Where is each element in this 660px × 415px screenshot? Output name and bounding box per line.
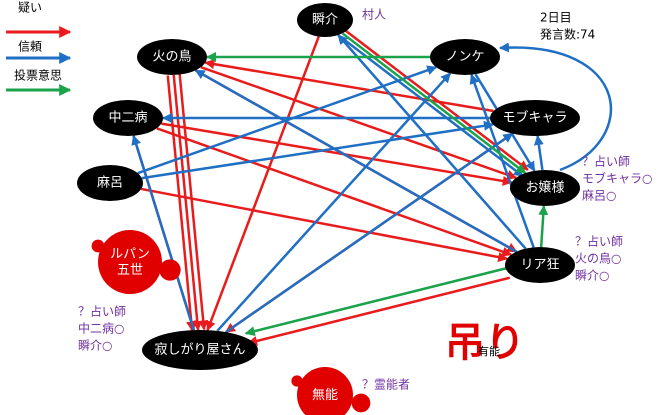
blood [98,230,162,294]
node [142,330,258,370]
node-label: 火の鳥 [152,50,191,65]
arrow [499,42,612,172]
note: ？占い師 [582,154,630,169]
node [93,100,163,136]
node [137,39,207,75]
arrow [131,134,196,331]
dead-label: 無能 [312,388,338,403]
arrow [137,65,438,175]
note: 火の鳥○ [575,251,621,266]
note: ？霊能者 [362,378,410,392]
legend-label: 疑い [18,0,42,15]
node-label: ノンケ [445,50,484,65]
arrow [166,75,197,332]
note: 瞬介○ [78,339,112,353]
hanged: 吊り [445,320,525,366]
blood [91,239,105,253]
note: 麻呂○ [582,188,616,203]
node-label: 瞬介 [312,13,338,28]
blood [351,393,371,413]
arrow [216,72,452,332]
note: ？占い師 [78,304,126,319]
arrow [469,73,535,248]
node [297,3,353,37]
node [77,165,143,201]
arrow [225,132,514,334]
node-label: リア狂 [520,258,559,273]
blood [291,375,303,387]
arrow [247,276,511,346]
arrow [341,32,527,175]
node [430,39,500,75]
arrow [140,187,509,262]
node-label: 麻呂 [97,176,123,191]
node-label: モブキャラ [502,110,567,126]
edges [131,29,612,346]
arrow [172,74,203,332]
arrow [206,36,320,332]
node-label: 寂しがり屋さん [154,342,245,358]
note: 瞬介○ [575,269,609,283]
note: ？占い師 [575,234,623,249]
arrow [339,35,524,178]
legend-label: 投票意思 [14,68,62,83]
note: 中二病○ [78,321,124,336]
arrow [194,69,518,253]
node [505,247,575,283]
arrow [156,127,513,257]
arrow [161,122,513,186]
node-label: お嬢様 [525,181,564,196]
blood [297,367,353,415]
day: 2日目 [540,11,572,25]
arrow [204,59,494,113]
arrow [141,120,494,180]
capable: 有能 [478,344,500,358]
arrow [178,74,209,331]
node [510,170,580,206]
post-count: 発言数:74 [540,27,595,42]
node [490,100,580,136]
blood [159,259,181,281]
arrow [337,34,527,250]
note: 村人 [362,8,386,22]
dead-label: ルパン五世 [110,247,150,278]
legend: 疑い 信頼 投票意思 [6,0,72,96]
note: モブキャラ○ [582,171,652,186]
legend-label: 信頼 [18,40,42,54]
arrow [200,65,518,180]
node-label: 中二病 [108,111,147,126]
arrow [538,204,549,248]
arrow [244,266,508,337]
arrow [533,134,544,171]
